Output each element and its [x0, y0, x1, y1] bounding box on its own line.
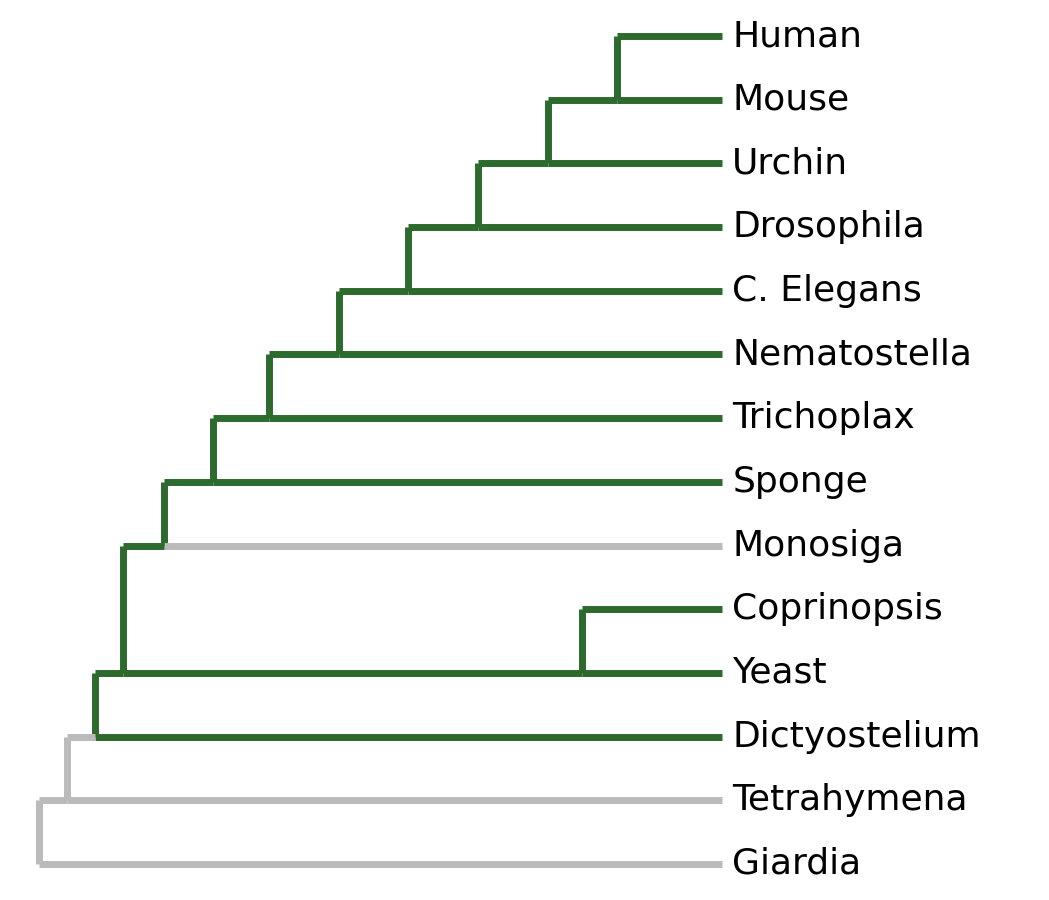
Text: Monosiga: Monosiga: [732, 528, 904, 562]
Text: Human: Human: [732, 19, 862, 53]
Text: C. Elegans: C. Elegans: [732, 274, 922, 308]
Text: Sponge: Sponge: [732, 464, 868, 499]
Text: Tetrahymena: Tetrahymena: [732, 783, 967, 817]
Text: Urchin: Urchin: [732, 147, 849, 180]
Text: Drosophila: Drosophila: [732, 210, 925, 244]
Text: Nematostella: Nematostella: [732, 338, 972, 372]
Text: Trichoplax: Trichoplax: [732, 401, 915, 436]
Text: Dictyostelium: Dictyostelium: [732, 720, 981, 753]
Text: Mouse: Mouse: [732, 83, 850, 117]
Text: Giardia: Giardia: [732, 847, 861, 881]
Text: Coprinopsis: Coprinopsis: [732, 592, 943, 626]
Text: Yeast: Yeast: [732, 656, 827, 690]
